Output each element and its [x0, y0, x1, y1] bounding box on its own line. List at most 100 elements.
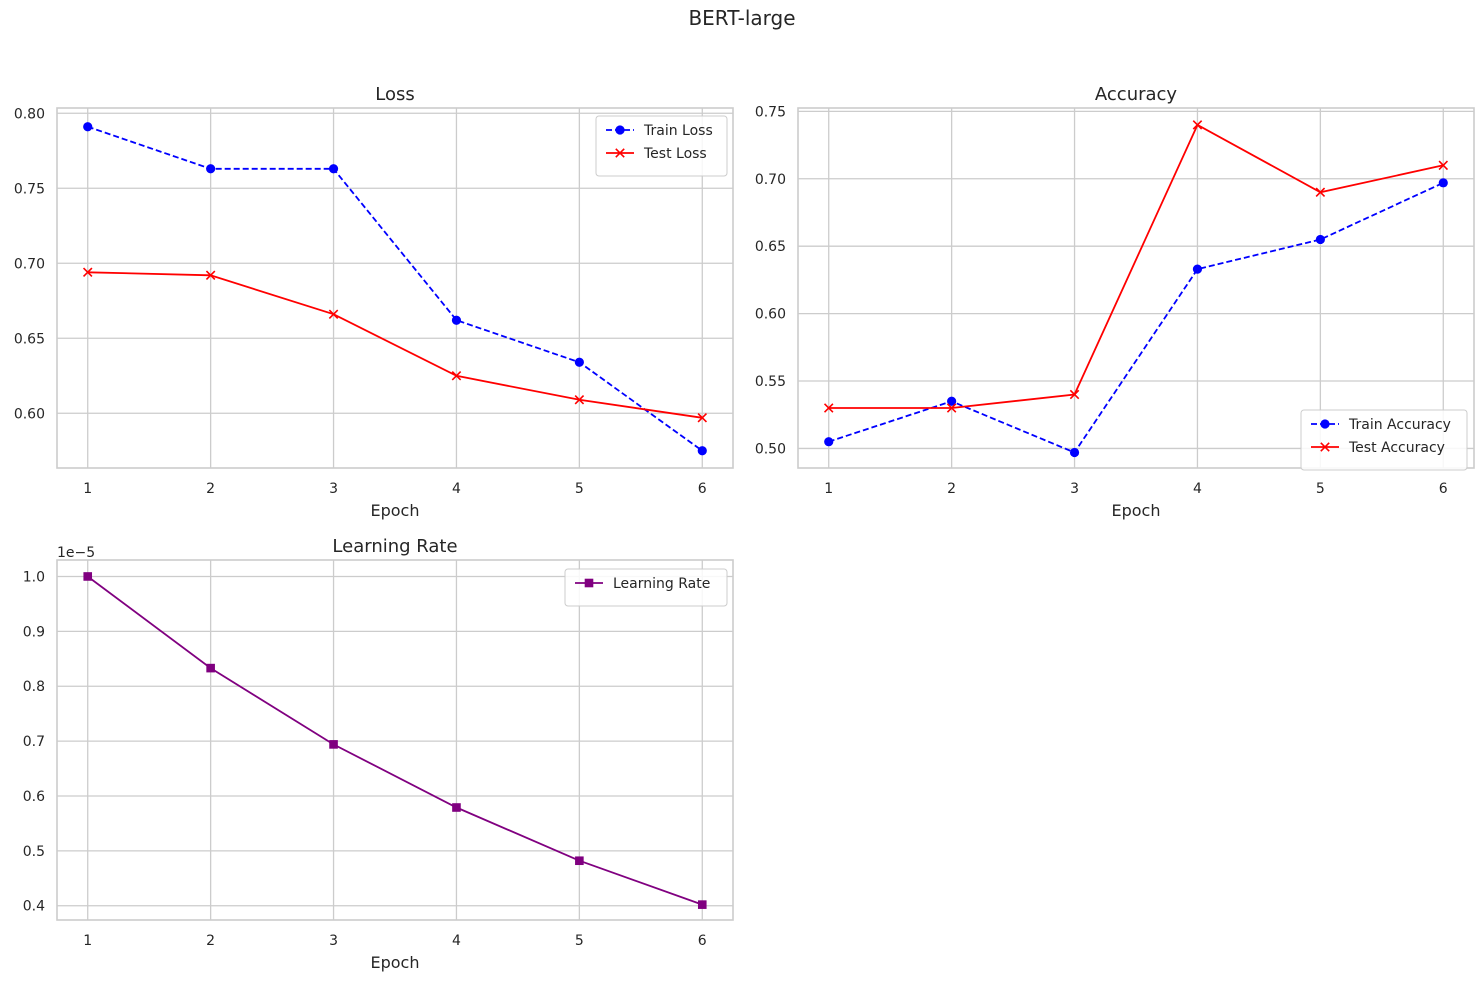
accuracy-chart-title: Accuracy	[1095, 84, 1178, 105]
learning-rate-x-tick-label: 1	[83, 933, 92, 949]
test-accuracy-marker	[823, 403, 834, 413]
train-loss-marker	[328, 164, 339, 174]
loss-tick-labels: 1 2 3 4 5 6 0.60 0.65 0.70 0.75 0.80	[14, 106, 707, 497]
learning-rate-plot-frame	[56, 559, 734, 921]
test-accuracy-marker	[1192, 120, 1203, 130]
learning-rate-y-tick-label: 0.7	[23, 734, 45, 750]
accuracy-tick-labels: 1 2 3 4 5 6 0.50 0.55 0.60 0.65 0.70 0.75	[755, 104, 1448, 497]
learning-rate-x-tick-label: 2	[206, 933, 215, 949]
accuracy-x-tick-label: 4	[1193, 481, 1202, 497]
learning-rate-legend-marker	[584, 578, 594, 588]
accuracy-x-tick-label: 1	[824, 481, 833, 497]
test-accuracy-legend-marker	[1320, 442, 1330, 452]
train-accuracy-marker	[824, 437, 834, 447]
loss-y-tick-label: 0.80	[14, 106, 45, 122]
learning-rate-y-tick-label: 0.5	[23, 844, 45, 860]
learning-rate-legend-box	[564, 568, 728, 607]
test-accuracy-marker	[946, 403, 957, 413]
learning-rate-chart-title: Learning Rate	[332, 536, 457, 557]
learning-rate-offset-text: 1e−5	[57, 545, 95, 561]
accuracy-x-tick-label: 2	[947, 481, 956, 497]
test-loss-marker	[451, 370, 462, 381]
learning-rate-marker	[575, 856, 584, 866]
figure-suptitle: BERT-large	[688, 6, 795, 30]
accuracy-legend: Train Accuracy Test Accuracy	[1300, 409, 1468, 471]
train-accuracy-marker	[1192, 264, 1203, 274]
test-loss-marker	[574, 394, 585, 405]
loss-x-tick-label: 2	[206, 481, 215, 497]
learning-rate-x-tick-label: 6	[698, 933, 707, 949]
learning-rate-line	[87, 575, 703, 906]
learning-rate-x-axis-label: Epoch	[371, 953, 420, 972]
learning-rate-legend-label: Learning Rate	[613, 576, 710, 592]
learning-rate-marker	[697, 900, 707, 909]
accuracy-chart: Accuracy 1 2 3 4 5 60.500.550.600.650.700.75 …	[755, 84, 1475, 520]
test-loss-marker	[328, 309, 339, 320]
loss-chart-title: Loss	[375, 84, 414, 105]
loss-x-axis-label: Epoch	[371, 501, 420, 520]
train-loss-line	[87, 125, 703, 452]
accuracy-y-tick-label: 0.65	[755, 239, 786, 255]
loss-legend-box	[595, 115, 728, 177]
test-accuracy-legend-label: Test Accuracy	[1348, 440, 1445, 456]
learning-rate-legend: Learning Rate	[564, 568, 728, 607]
loss-x-tick-label: 5	[575, 481, 584, 497]
train-accuracy-marker	[1069, 447, 1080, 458]
loss-y-tick-label: 0.75	[14, 181, 45, 197]
learning-rate-y-tick-label: 1.0	[23, 569, 45, 585]
loss-chart: Loss 1 2 3 4 5 6 0.60 0.65 0.70 0.75 0.80 Epoch Tr…	[14, 84, 734, 520]
train-loss-legend-label: Train Loss	[643, 123, 713, 139]
accuracy-x-tick-label: 5	[1316, 481, 1325, 497]
train-accuracy-legend-label: Train Accuracy	[1348, 417, 1451, 433]
learning-rate-y-tick-label: 0.9	[23, 624, 45, 640]
train-accuracy-line	[828, 181, 1444, 454]
accuracy-y-tick-label: 0.70	[755, 172, 786, 188]
train-loss-legend-marker	[615, 125, 625, 135]
learning-rate-x-tick-label: 5	[575, 933, 584, 949]
test-accuracy-marker	[1069, 389, 1080, 400]
test-accuracy-line	[828, 123, 1444, 409]
accuracy-y-tick-label: 0.75	[755, 104, 786, 120]
accuracy-plot-frame	[797, 107, 1475, 469]
learning-rate-series	[83, 572, 707, 909]
loss-legend: Train Loss Test Loss	[595, 115, 728, 177]
learning-rate-y-tick-label: 0.8	[23, 679, 45, 695]
learning-rate-y-tick-label: 0.4	[23, 899, 45, 915]
train-accuracy-marker	[947, 396, 957, 406]
learning-rate-gridlines	[57, 560, 733, 920]
test-accuracy-marker	[1315, 187, 1326, 198]
train-loss-marker	[574, 357, 584, 367]
accuracy-x-axis-label: Epoch	[1112, 501, 1161, 520]
learning-rate-marker	[329, 740, 338, 749]
accuracy-x-tick-label: 6	[1439, 481, 1448, 497]
loss-series	[82, 122, 708, 456]
learning-rate-x-tick-label: 4	[452, 933, 461, 949]
train-loss-marker	[697, 446, 707, 456]
accuracy-y-tick-label: 0.60	[755, 307, 786, 323]
loss-y-tick-label: 0.70	[14, 256, 45, 272]
test-loss-line	[87, 271, 703, 419]
loss-x-tick-label: 6	[698, 481, 707, 497]
learning-rate-marker	[452, 803, 461, 812]
learning-rate-marker	[83, 572, 93, 581]
accuracy-legend-box	[1300, 409, 1468, 471]
train-loss-marker	[451, 315, 462, 325]
test-accuracy-marker	[1438, 160, 1449, 171]
accuracy-y-tick-label: 0.55	[755, 374, 786, 390]
test-loss-legend-marker	[615, 148, 625, 158]
loss-y-tick-label: 0.60	[14, 406, 45, 422]
test-loss-marker	[82, 267, 93, 278]
train-loss-marker	[83, 122, 93, 132]
test-loss-marker	[697, 412, 708, 423]
loss-x-tick-label: 1	[83, 481, 92, 497]
loss-y-tick-label: 0.65	[14, 331, 45, 347]
loss-plot-frame	[56, 107, 734, 469]
accuracy-y-tick-label: 0.50	[755, 441, 786, 457]
train-loss-marker	[206, 164, 216, 174]
test-loss-marker	[205, 270, 216, 281]
train-accuracy-marker	[1315, 234, 1325, 245]
loss-x-tick-label: 3	[329, 481, 338, 497]
accuracy-series	[823, 120, 1449, 458]
accuracy-x-tick-label: 3	[1070, 481, 1079, 497]
